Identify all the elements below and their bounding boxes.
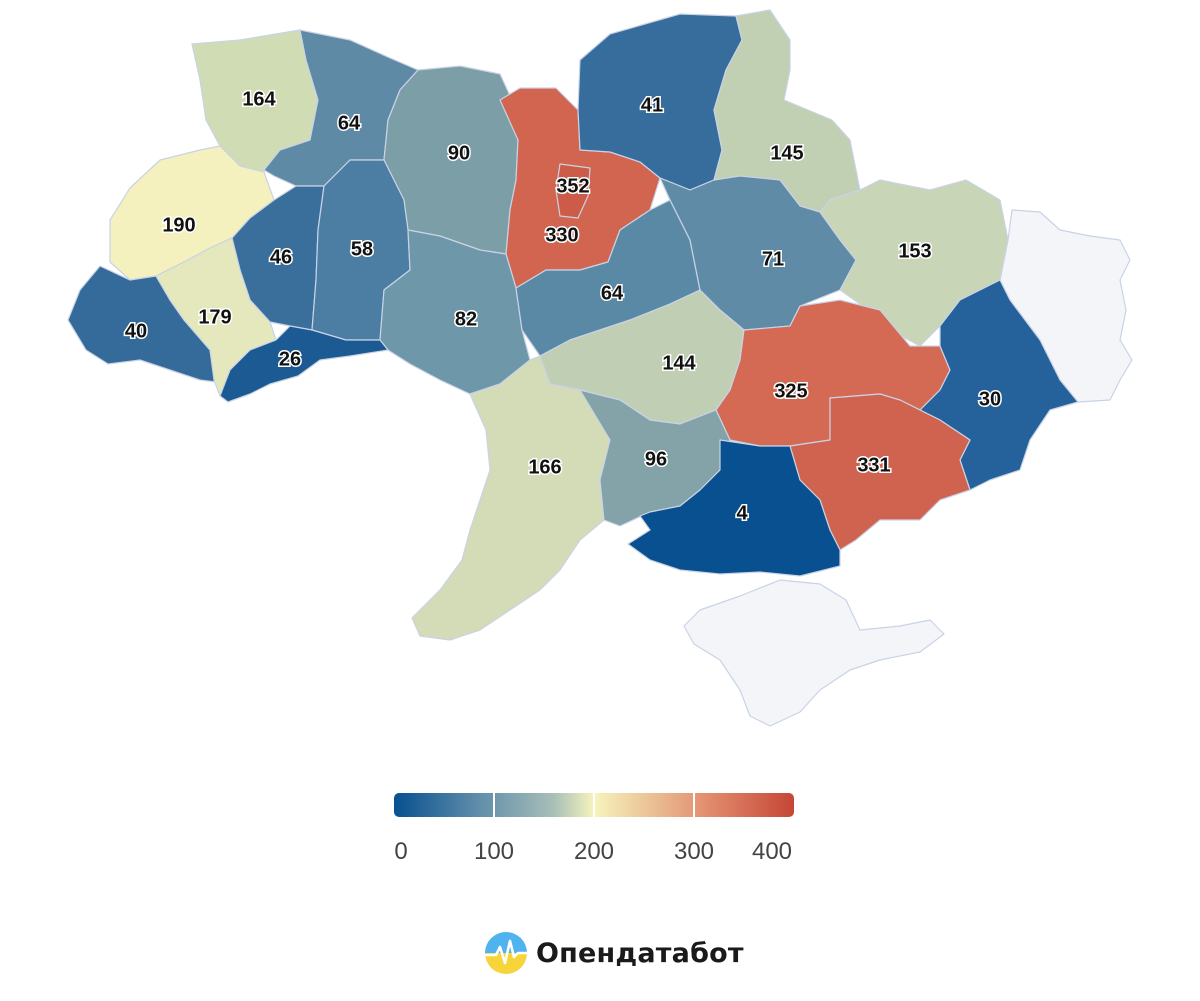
legend-label-0: 0: [394, 838, 408, 865]
color-scale-legend: [394, 793, 794, 817]
region-odesa[interactable]: [411, 355, 611, 641]
region-crimea[interactable]: [683, 579, 945, 727]
region-label-ivano-frankivsk: 179: [198, 306, 231, 328]
region-label-kirovohrad: 144: [662, 352, 696, 374]
legend-label-400: 400: [751, 838, 793, 865]
opendatabot-logo-icon: [485, 932, 527, 974]
region-chernivtsi[interactable]: [219, 325, 389, 403]
region-label-khmelnytskyi: 58: [351, 238, 373, 260]
region-label-zhytomyr: 90: [448, 142, 470, 164]
legend-divider: [493, 793, 495, 817]
region-label-odesa: 166: [528, 456, 561, 478]
map-regions: [67, 9, 1133, 727]
region-label-kharkiv: 153: [898, 240, 931, 262]
region-label-kyiv-city: 352: [556, 175, 589, 197]
legend-divider: [693, 793, 695, 817]
brand-name: Опендатабот: [536, 937, 744, 969]
legend-label-300: 300: [673, 838, 715, 865]
region-label-volyn: 164: [242, 88, 276, 110]
region-kherson[interactable]: [627, 439, 841, 577]
region-label-mykolaiv: 96: [645, 448, 667, 470]
region-label-sumy: 145: [770, 142, 803, 164]
region-label-poltava: 71: [762, 248, 784, 270]
map-value-labels: 164 64 90 330 352 41 145 190 46 58 82 64…: [123, 87, 1002, 526]
ukraine-choropleth-map: 164 64 90 330 352 41 145 190 46 58 82 64…: [67, 9, 1133, 727]
region-label-lviv: 190: [162, 214, 195, 236]
legend-label-200: 200: [573, 838, 615, 865]
region-label-dnipropetrovsk: 325: [774, 380, 807, 402]
region-label-zaporizhzhia: 331: [857, 454, 890, 476]
region-label-cherkasy: 64: [601, 282, 624, 304]
region-label-vinnytsia: 82: [455, 308, 477, 330]
legend-divider: [593, 793, 595, 817]
region-label-ternopil: 46: [270, 246, 292, 268]
region-label-zakarpattia: 40: [125, 320, 147, 342]
brand: Опендатабот: [484, 930, 744, 976]
region-kyiv-city[interactable]: [555, 163, 591, 219]
region-label-chernihiv: 41: [641, 94, 663, 116]
region-label-kyiv-oblast: 330: [545, 224, 578, 246]
region-label-rivne: 64: [338, 112, 361, 134]
region-label-chernivtsi: 26: [279, 348, 301, 370]
region-label-kherson: 4: [736, 502, 748, 524]
region-donetsk[interactable]: [919, 279, 1079, 491]
region-label-donetsk: 30: [979, 388, 1001, 410]
legend-label-100: 100: [473, 838, 515, 865]
